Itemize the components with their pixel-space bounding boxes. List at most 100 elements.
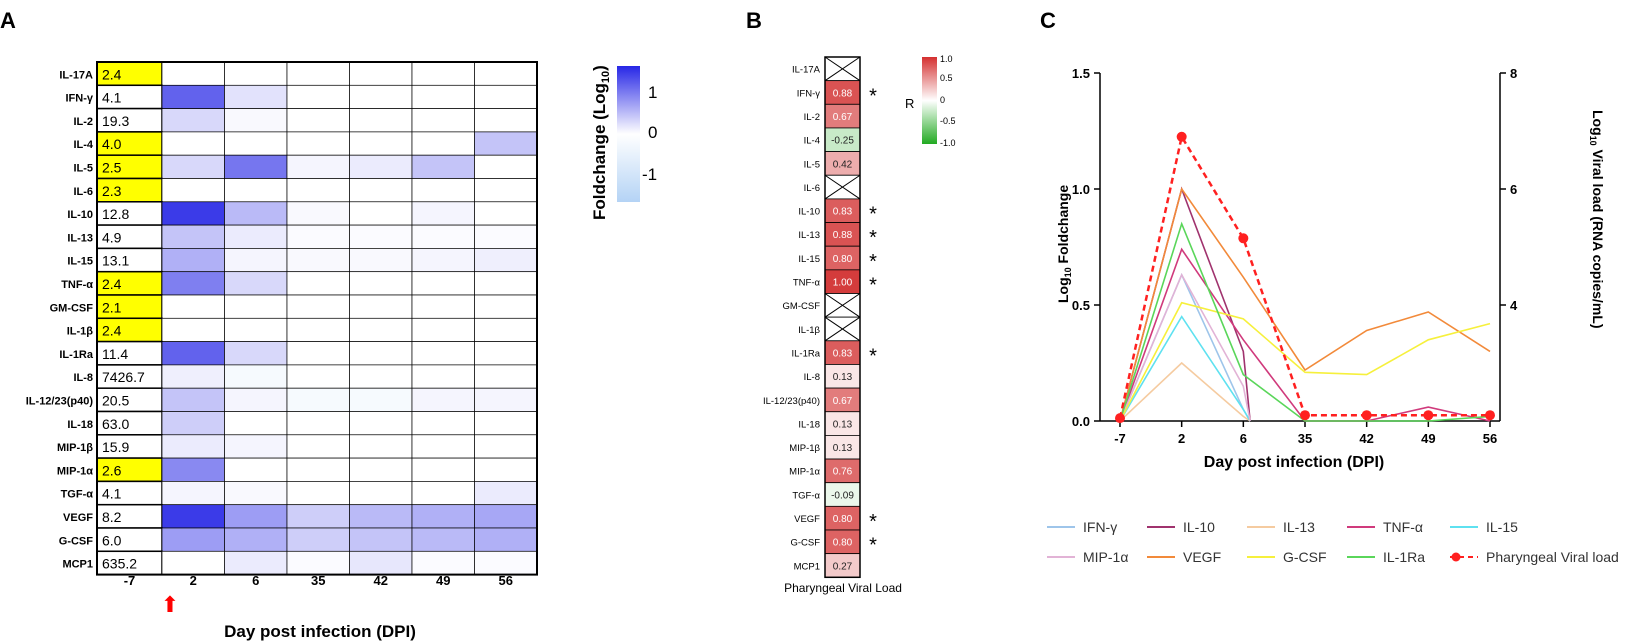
row-label: IL-18 [67,419,93,431]
heatmap-cell [286,527,350,552]
baseline-value: 2.4 [102,323,122,339]
row-label: G-CSF [59,535,94,547]
heatmap-cell [474,131,538,156]
heatmap-cell [349,387,413,412]
heatmap-cell [411,457,475,482]
viral-load-point [1238,233,1249,244]
heatmap-cell [411,61,475,86]
row-label: IL-15 [67,256,93,268]
heatmap-cell [224,271,288,296]
row-label: MIP-1β [789,443,820,454]
correlation-value: 0.67 [833,112,853,123]
heatmap-cell [474,224,538,249]
heatmap-cell [161,364,225,389]
correlation-value: 0.83 [833,207,853,218]
heatmap-cell [349,248,413,273]
correlation-value: 0.76 [833,467,853,478]
row-label: G-CSF [790,538,820,549]
colorbar-b-tick-05: 0.5 [940,73,953,83]
row-label: GM-CSF [783,301,821,312]
heatmap-cell [286,481,350,506]
x-tick-label: 56 [1483,431,1497,446]
heatmap-cell [161,108,225,133]
heatmap-cell [224,527,288,552]
heatmap-cell [161,84,225,109]
row-label: IL-12/23(p40) [763,396,820,407]
legend-label: IL-15 [1486,519,1518,535]
colorbar-a-title: Foldchange (Log10) [590,65,612,220]
heatmap-cell [411,201,475,226]
heatmap-cell [286,341,350,366]
row-label: IL-2 [804,112,820,123]
heatmap-cell [224,201,288,226]
row-label: IL-6 [73,186,93,198]
line-chart-ylabel: Log10 Foldchange [1055,185,1073,303]
colorbar-a-tick-1: 1 [648,83,657,102]
legend-label: IL-1Ra [1383,549,1425,565]
series-line [1119,247,1491,422]
viral-load-point [1176,131,1187,142]
panel-a-label: A [0,8,16,33]
legend-label: IL-10 [1183,519,1215,535]
heatmap-cell [349,224,413,249]
heatmap-cell [474,317,538,342]
heatmap-cell [161,201,225,226]
heatmap-cell [411,527,475,552]
heatmap-cell [349,154,413,179]
row-label: IFN-γ [797,88,820,99]
y-tick-label: 1.0 [1072,182,1090,197]
heatmap-cell [224,364,288,389]
heatmap-cell [224,411,288,436]
row-label: TNF-α [61,279,93,291]
series-line [1119,221,1491,422]
row-label: IL-2 [73,116,93,128]
viral-load-point [1423,410,1434,421]
heatmap-a-xlabel: Day post infection (DPI) [224,622,416,641]
heatmap-cell [411,317,475,342]
heatmap-cell [224,108,288,133]
correlation-value: 0.80 [833,514,853,525]
significance-star: * [869,251,877,273]
legend-label: VEGF [1183,549,1221,565]
heatmap-cell [349,294,413,319]
heatmap-cell [224,224,288,249]
heatmap-cell [474,527,538,552]
panel-b-label: B [746,8,762,33]
heatmap-cell [411,387,475,412]
heatmap-cell [411,178,475,203]
x-tick-label: 35 [1298,431,1312,446]
correlation-value: 0.13 [833,372,853,383]
legend-label: TNF-α [1383,519,1423,535]
heatmap-cell [349,341,413,366]
colorbar-b [922,57,937,144]
colorbar-b-tick-neg1: -1.0 [940,138,956,148]
row-label: IL-4 [73,139,93,151]
colorbar-a-tick-0: 0 [648,123,657,142]
row-label: GM-CSF [50,302,94,314]
baseline-value: 2.5 [102,160,122,176]
colorbar-a [617,66,640,202]
row-label: IL-1Ra [791,348,820,359]
correlation-value: -0.09 [831,490,854,501]
heatmap-cell [224,504,288,529]
heatmap-cell [224,341,288,366]
baseline-value: 4.9 [102,229,122,245]
row-label: IL-5 [73,163,93,175]
heatmap-cell [161,341,225,366]
baseline-value: 2.4 [102,276,122,292]
heatmap-cell [161,387,225,412]
x-tick-label: -7 [124,573,136,588]
viral-load-point [1300,410,1310,421]
heatmap-cell [286,411,350,436]
correlation-value: 0.13 [833,419,853,430]
heatmap-cell [224,481,288,506]
heatmap-cell [161,550,225,575]
correlation-value: 0.13 [833,443,853,454]
heatmap-cell [286,224,350,249]
heatmap-b-border [824,56,861,579]
y2-tick-label: 4 [1510,298,1518,313]
heatmap-a-border [96,61,538,576]
significance-star: * [869,345,877,367]
heatmap-cell [349,550,413,575]
heatmap-cell [474,481,538,506]
